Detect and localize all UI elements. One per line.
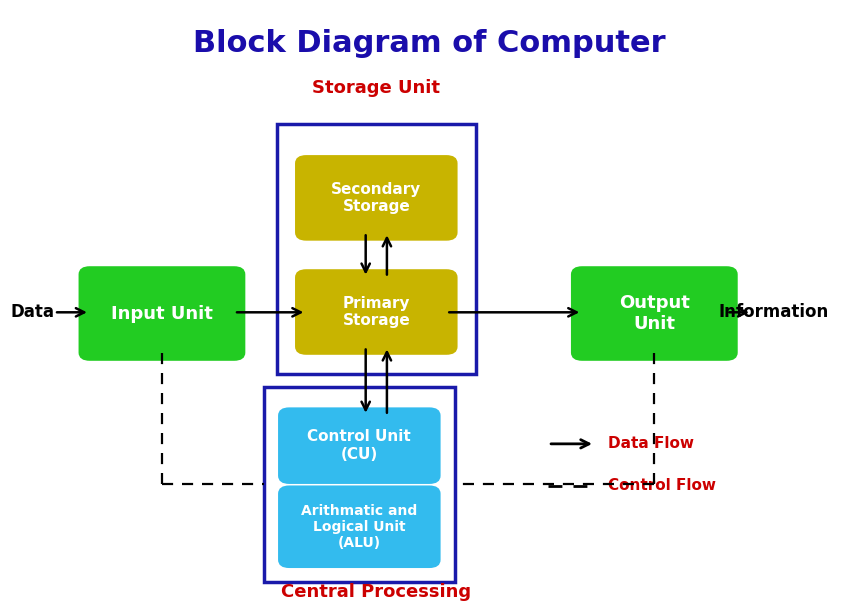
FancyBboxPatch shape xyxy=(279,487,439,567)
Text: Storage Unit: Storage Unit xyxy=(312,79,440,97)
Text: Central Processing: Central Processing xyxy=(281,583,471,600)
Text: Information: Information xyxy=(718,303,828,322)
Text: Data: Data xyxy=(10,303,54,322)
FancyBboxPatch shape xyxy=(296,270,456,354)
Text: Primary
Storage: Primary Storage xyxy=(342,296,410,328)
FancyBboxPatch shape xyxy=(296,156,456,239)
Text: Output
Unit: Output Unit xyxy=(619,294,690,333)
Text: Secondary
Storage: Secondary Storage xyxy=(331,181,421,214)
Text: Arithmatic and
Logical Unit
(ALU): Arithmatic and Logical Unit (ALU) xyxy=(301,504,418,550)
FancyBboxPatch shape xyxy=(263,387,455,582)
FancyBboxPatch shape xyxy=(572,267,737,360)
FancyBboxPatch shape xyxy=(276,124,476,373)
Text: Block Diagram of Computer: Block Diagram of Computer xyxy=(193,29,666,58)
FancyBboxPatch shape xyxy=(80,267,245,360)
Text: Data Flow: Data Flow xyxy=(607,437,693,451)
Text: Input Unit: Input Unit xyxy=(111,304,213,323)
FancyBboxPatch shape xyxy=(279,409,439,483)
Text: Control Flow: Control Flow xyxy=(607,479,716,493)
Text: Control Unit
(CU): Control Unit (CU) xyxy=(307,429,411,462)
